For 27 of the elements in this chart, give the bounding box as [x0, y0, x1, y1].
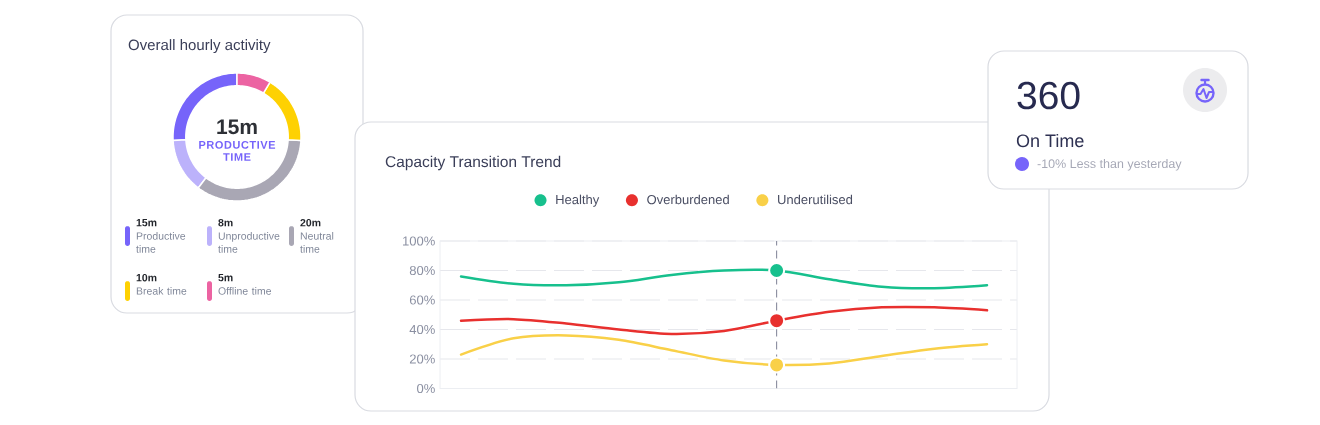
legend-label: Unproductive time	[218, 232, 280, 253]
line-series	[459, 305, 989, 336]
y-tick-label: 80%	[409, 265, 435, 276]
text: 360	[1017, 81, 1080, 110]
legend-label: Underutilised	[778, 194, 853, 205]
text: 15m	[217, 119, 257, 135]
text: -10% Less than yesterday	[1037, 158, 1182, 171]
y-tick-label: 100%	[403, 236, 435, 246]
data-label: 15m	[136, 219, 157, 227]
y-tick-label: 40%	[409, 324, 435, 335]
data-label: 5m	[218, 274, 233, 282]
data-label: 8m	[218, 218, 233, 227]
legend-label: Offline time	[218, 287, 272, 295]
data-label: 10m	[136, 273, 157, 282]
y-tick-label: 0%	[417, 383, 435, 394]
text: On Time	[1016, 133, 1084, 148]
text: PRODUCTIVE TIME	[199, 141, 276, 161]
data-label: 20m	[300, 218, 321, 227]
chart-title: Capacity Transition Trend	[385, 155, 561, 171]
legend-label: Overburdened	[647, 194, 729, 205]
y-tick-label: 60%	[409, 295, 435, 305]
y-tick-label: 20%	[409, 354, 435, 364]
legend-label: Healthy	[556, 194, 600, 207]
legend-label: Productive time	[136, 232, 186, 253]
text: Overall hourly activity	[128, 39, 271, 54]
legend-label: Break time	[136, 287, 187, 295]
legend-label: Neutral time	[300, 232, 334, 253]
